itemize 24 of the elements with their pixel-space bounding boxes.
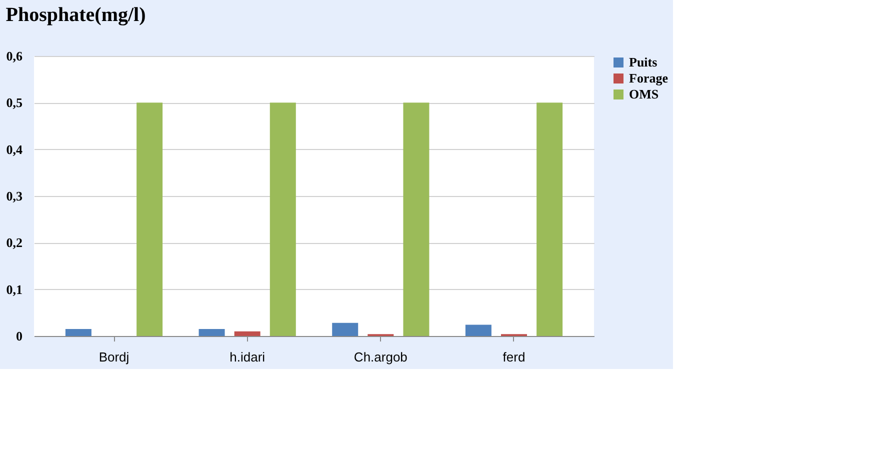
y-tick-label: 0,6	[6, 48, 23, 64]
bar	[136, 102, 163, 336]
x-tick-label: Bordj	[98, 350, 130, 364]
bar	[198, 329, 225, 336]
y-tick-label: 0,4	[6, 142, 23, 157]
bar	[234, 331, 260, 336]
legend-label: OMS	[629, 86, 659, 102]
y-tick-label: 0,5	[6, 95, 23, 110]
y-tick-label: 0,1	[6, 282, 22, 297]
x-tick-label: h.idari	[230, 350, 266, 364]
bar	[332, 322, 358, 336]
legend-label: Forage	[629, 70, 668, 86]
y-tick-label: 0	[16, 328, 22, 344]
bar	[270, 102, 296, 336]
legend-label: Puits	[629, 54, 658, 70]
bar	[403, 102, 430, 336]
y-tick-label: 0,2	[6, 235, 22, 250]
bar	[465, 324, 492, 336]
chart-title: Phosphate(mg/l)	[6, 4, 146, 26]
x-tick-label: ferd	[502, 350, 526, 364]
x-tick-label: Ch.argob	[354, 350, 408, 364]
y-tick-label: 0,3	[6, 188, 23, 204]
bar	[536, 102, 563, 336]
bar	[65, 329, 92, 336]
